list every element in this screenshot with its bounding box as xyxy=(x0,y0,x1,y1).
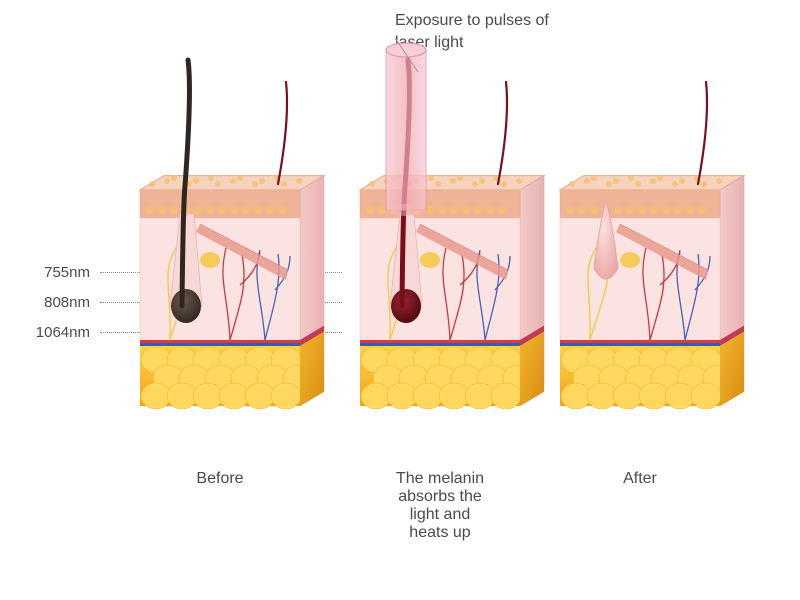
caption-after: After xyxy=(560,470,720,488)
caption-during: The melaninabsorbs thelight andheats up xyxy=(350,470,530,542)
caption-before: Before xyxy=(140,470,300,488)
diagram-root: { "type":"infographic", "title_top":"Exp… xyxy=(0,0,800,600)
